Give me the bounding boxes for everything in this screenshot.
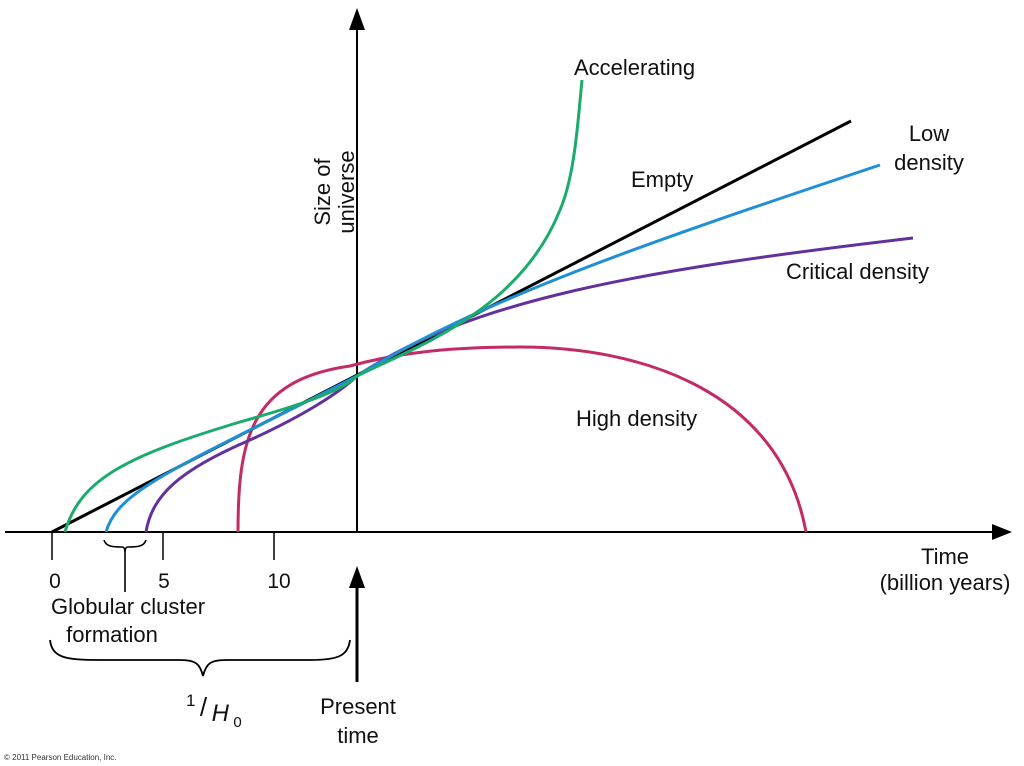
x-axis-arrowhead (992, 524, 1012, 540)
x-axis-label-line1: Time (921, 544, 969, 569)
label-low-density-line2: density (894, 150, 964, 175)
globular-label-line2: formation (66, 622, 158, 647)
hubble-symbol: H (212, 700, 230, 727)
present-time-label-line1: Present (320, 694, 396, 719)
hubble-slash: / (200, 692, 208, 722)
y-axis-label-line2: universe (334, 150, 359, 233)
label-empty: Empty (631, 167, 693, 192)
label-accelerating: Accelerating (574, 55, 695, 80)
hubble-subscript: 0 (233, 714, 241, 731)
y-axis-arrowhead (349, 8, 365, 30)
x-axis-label-line2: (billion years) (880, 570, 1011, 595)
y-axis-label-line1: Size of (310, 157, 335, 225)
present-time-label-line2: time (337, 723, 379, 748)
hubble-time-brace (49, 639, 351, 677)
globular-bracket (103, 539, 147, 553)
label-low-density-line1: Low (909, 121, 949, 146)
label-high-density: High density (576, 406, 697, 431)
tick-label-5: 5 (158, 570, 170, 593)
curve-accelerating (63, 79, 584, 533)
copyright-notice: © 2011 Pearson Education, Inc. (4, 753, 116, 762)
present-time-arrowhead (349, 566, 365, 588)
tick-label-0: 0 (49, 570, 61, 593)
globular-label-line1: Globular cluster (51, 594, 205, 619)
curve-high-density (236, 345, 808, 533)
hubble-time-label: 1 / H 0 (186, 691, 242, 731)
label-critical-density: Critical density (786, 259, 929, 284)
tick-label-10: 10 (267, 570, 290, 593)
hubble-numerator: 1 (186, 691, 195, 710)
